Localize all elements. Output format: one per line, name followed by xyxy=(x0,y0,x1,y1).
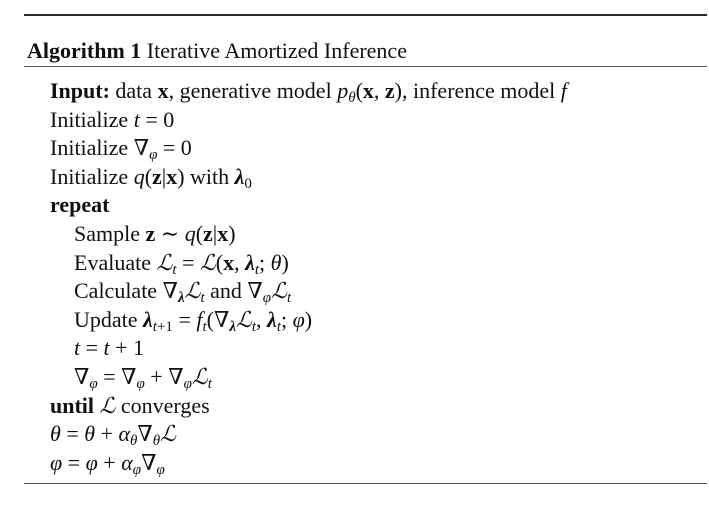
with-text: with xyxy=(190,163,230,189)
calculate-label: Calculate xyxy=(74,278,158,304)
sample-label: Sample xyxy=(74,220,140,246)
algo-line-input: Input: data x, generative model pθ(x, z)… xyxy=(50,78,567,106)
converges-text: converges xyxy=(120,392,210,418)
algo-line-update: Update λt+1 = ft(∇λℒt, λt; φ) xyxy=(74,306,313,335)
algorithm-title: Algorithm 1 Iterative Amortized Inferenc… xyxy=(27,38,407,64)
update-label: Update xyxy=(74,306,138,332)
repeat-keyword: repeat xyxy=(50,192,110,218)
algo-line-until: until ℒ converges xyxy=(50,392,210,419)
algo-line-evaluate: Evaluate ℒt = ℒ(x, λt; θ) xyxy=(74,249,289,278)
algo-line-init-t: Initialize t = 0 xyxy=(50,106,175,132)
algorithm-label: Algorithm 1 xyxy=(27,38,142,63)
algo-line-calculate: Calculate ∇λℒt and ∇φℒt xyxy=(74,278,292,307)
evaluate-label: Evaluate xyxy=(74,249,151,275)
algo-line-sample: Sample z ∼ q(z|x) xyxy=(74,220,236,246)
and-text: and xyxy=(210,278,242,304)
algo-line-increment: t = t + 1 xyxy=(74,335,145,361)
init-label: Initialize xyxy=(50,163,129,189)
algo-line-init-q: Initialize q(z|x) with λ0 xyxy=(50,163,252,192)
bottom-rule xyxy=(24,483,707,484)
algo-line-init-grad: Initialize ∇φ = 0 xyxy=(50,135,192,164)
algo-line-theta-update: θ = θ + αθ∇θℒ xyxy=(50,421,177,450)
algorithm-body: Input: data x, generative model pθ(x, z)… xyxy=(50,77,567,477)
input-text-data: data xyxy=(115,78,153,103)
input-keyword: Input: xyxy=(50,78,110,103)
algo-line-accumulate: ∇φ = ∇φ + ∇φℒt xyxy=(74,363,212,392)
input-text-generative: , generative model xyxy=(168,78,332,103)
algo-line-phi-update: φ = φ + αφ∇φ xyxy=(50,449,165,478)
until-keyword: until xyxy=(50,392,95,418)
algo-line-repeat: repeat xyxy=(50,191,567,220)
algorithm-name: Iterative Amortized Inference xyxy=(146,38,407,63)
top-rule xyxy=(24,14,707,16)
init-label: Initialize xyxy=(50,106,129,132)
input-text-inference: , inference model xyxy=(401,78,556,103)
title-rule xyxy=(24,66,707,67)
init-label: Initialize xyxy=(50,135,129,161)
